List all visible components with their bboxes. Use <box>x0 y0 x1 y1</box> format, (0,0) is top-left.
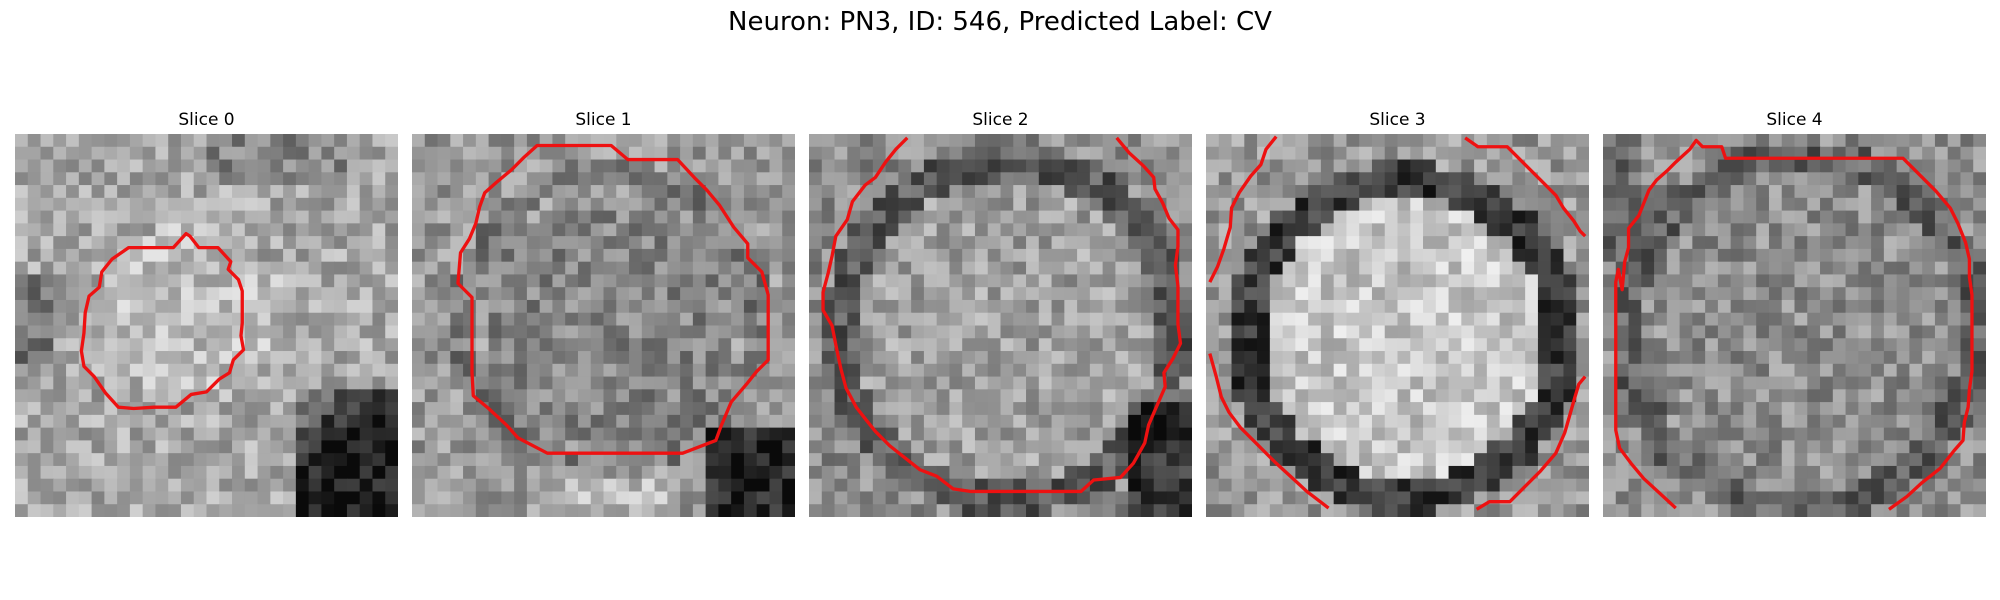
grayscale-texture <box>1603 134 1986 517</box>
slice-panel-0: Slice 0 <box>15 108 398 518</box>
slice-panel-2: Slice 2 <box>809 108 1192 518</box>
segmentation-contour <box>1475 375 1587 511</box>
slice-title-3: Slice 3 <box>1369 110 1426 130</box>
slice-image-4 <box>1603 134 1986 517</box>
segmentation-contour <box>79 231 246 411</box>
slice-image-3 <box>1206 134 1589 517</box>
segmentation-contour <box>1464 136 1587 238</box>
slice-image-1 <box>412 134 795 517</box>
slice-panel-1: Slice 1 <box>412 108 795 518</box>
segmentation-contour <box>821 136 1183 494</box>
grayscale-texture <box>15 134 398 517</box>
segmentation-contour <box>1614 138 1974 511</box>
segmentation-contour <box>1208 135 1278 283</box>
slice-panel-4: Slice 4 <box>1603 108 1986 518</box>
figure-title: Neuron: PN3, ID: 546, Predicted Label: C… <box>728 7 1272 37</box>
slice-title-0: Slice 0 <box>178 110 235 130</box>
slice-title-1: Slice 1 <box>575 110 632 130</box>
slice-panel-3: Slice 3 <box>1206 108 1589 518</box>
grayscale-texture <box>809 134 1192 517</box>
segmentation-contour <box>456 143 770 455</box>
slice-title-4: Slice 4 <box>1766 110 1823 130</box>
slice-image-2 <box>809 134 1192 517</box>
segmentation-contour <box>1208 353 1330 510</box>
grayscale-texture <box>1206 134 1589 517</box>
grayscale-texture <box>412 134 795 517</box>
slice-image-0 <box>15 134 398 517</box>
slice-title-2: Slice 2 <box>972 110 1029 130</box>
